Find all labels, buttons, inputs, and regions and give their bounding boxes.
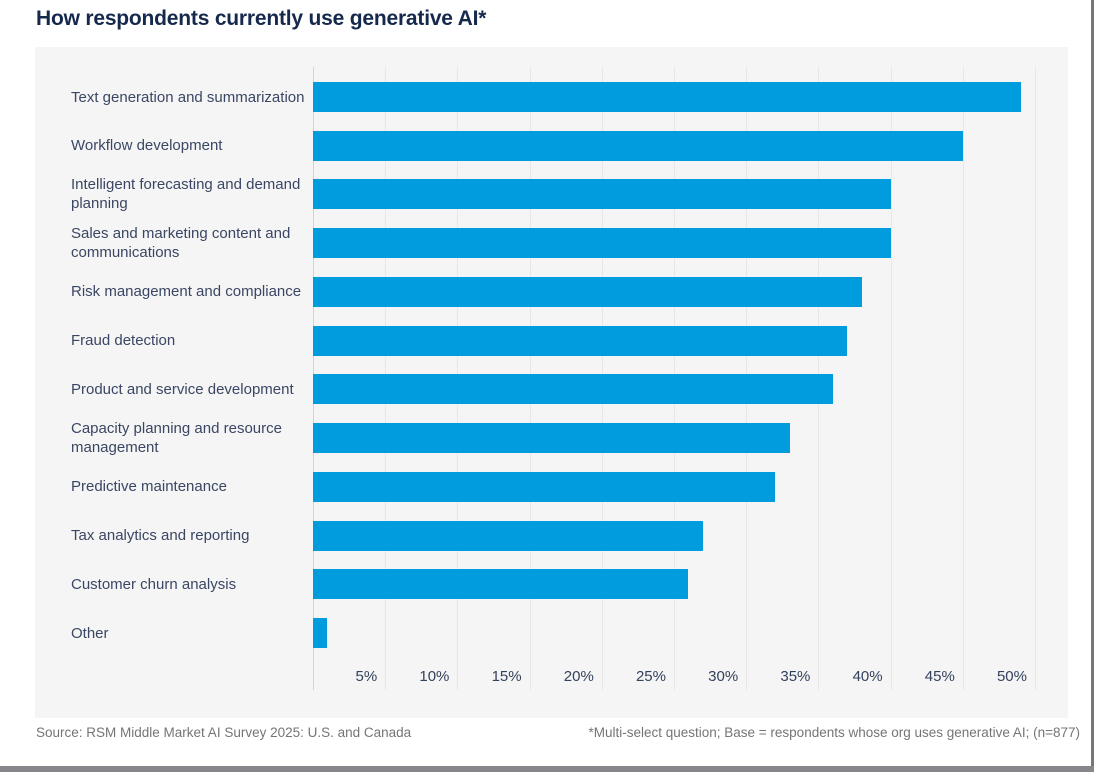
x-tick-20pct: 20% (563, 668, 594, 685)
bar-9 (313, 471, 776, 502)
bar-row: Tax analytics and reporting (35, 520, 1068, 551)
bar-row: Other (35, 618, 1068, 649)
category-label: Sales and marketing content and communic… (71, 225, 291, 262)
category-label: Other (71, 624, 109, 642)
category-label: Fraud detection (71, 332, 176, 350)
category-label: Text generation and summarization (71, 88, 305, 106)
bar-row: Workflow development (35, 130, 1068, 161)
bar-row: Product and service development (35, 374, 1068, 405)
category-label: Customer churn analysis (71, 575, 237, 593)
bar-6 (313, 325, 848, 356)
gridline-40pct (890, 67, 892, 690)
category-label: Product and service development (71, 380, 294, 398)
footnote: *Multi-select question; Base = responden… (588, 725, 1080, 740)
bar-8 (313, 423, 790, 454)
category-label: Tax analytics and reporting (71, 527, 250, 545)
category-label: Intelligent forecasting and demand plann… (71, 176, 301, 213)
source-note: Source: RSM Middle Market AI Survey 2025… (36, 725, 412, 740)
bar-11 (313, 569, 689, 600)
page-bottom-edge (0, 766, 1094, 772)
bar-1 (313, 82, 1021, 112)
x-tick-40pct: 40% (852, 668, 883, 685)
x-tick-30pct: 30% (708, 668, 739, 685)
bar-12 (313, 618, 328, 649)
bar-4 (313, 228, 891, 259)
x-tick-45pct: 45% (924, 668, 955, 685)
bar-row: Risk management and compliance (35, 276, 1068, 307)
bar-7 (313, 374, 833, 405)
bar-row: Fraud detection (35, 325, 1068, 356)
bar-row: Intelligent forecasting and demand plann… (35, 176, 1068, 213)
bar-3 (313, 179, 891, 210)
bar-2 (313, 130, 963, 161)
x-tick-15pct: 15% (491, 668, 522, 685)
gridline-50pct (1035, 67, 1036, 690)
bar-row: Text generation and summarization (35, 82, 1068, 112)
x-tick-35pct: 35% (780, 668, 811, 685)
page-right-edge (1091, 0, 1094, 772)
bar-row: Customer churn analysis (35, 569, 1068, 600)
category-label: Risk management and compliance (71, 283, 302, 301)
chart-plot-panel: Text generation and summarization Workflo… (35, 47, 1068, 718)
bar-row: Predictive maintenance (35, 471, 1068, 502)
bar-5 (313, 276, 862, 307)
gridline-45pct (962, 67, 964, 690)
x-tick-5pct: 5% (355, 668, 378, 685)
x-tick-10pct: 10% (419, 668, 450, 685)
bar-row: Capacity planning and resource managemen… (35, 420, 1068, 457)
category-label: Predictive maintenance (71, 478, 227, 496)
bar-row: Sales and marketing content and communic… (35, 225, 1068, 262)
category-label: Capacity planning and resource managemen… (71, 420, 282, 457)
bar-10 (313, 520, 703, 551)
x-tick-50pct: 50% (996, 668, 1027, 685)
chart-title: How respondents currently use generative… (36, 7, 487, 30)
category-label: Workflow development (71, 137, 223, 155)
x-tick-25pct: 25% (635, 668, 666, 685)
